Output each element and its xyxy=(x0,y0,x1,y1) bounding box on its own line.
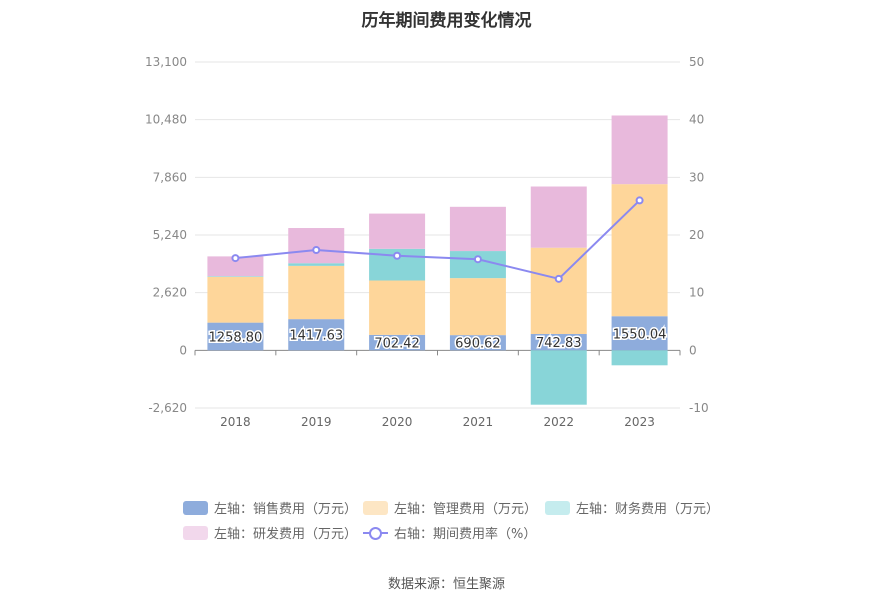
bar-segment-finance xyxy=(288,263,345,266)
bar-segment-sales xyxy=(449,335,506,351)
bar-data-label: 1550.04 xyxy=(613,327,667,342)
bar-segment-finance xyxy=(530,350,587,405)
bar-segment-admin xyxy=(369,280,426,335)
legend-label-admin: 左轴：管理费用（万元） xyxy=(394,502,538,517)
bar-segment-sales xyxy=(207,322,264,351)
y-right-tick-label: -10 xyxy=(689,401,709,415)
legend-item-finance[interactable]: 左轴：财务费用（万元） xyxy=(545,498,719,517)
y-right-tick-label: 50 xyxy=(689,55,704,69)
legend-item-rnd[interactable]: 左轴：研发费用（万元） xyxy=(183,523,357,542)
y-left-tick-label: 0 xyxy=(179,343,187,357)
bar-segment-sales xyxy=(530,333,587,351)
legend-label-finance: 左轴：财务费用（万元） xyxy=(576,502,720,517)
legend-label-rnd: 左轴：研发费用（万元） xyxy=(214,527,358,542)
bar-segment-rnd xyxy=(611,115,668,185)
chart-title: 历年期间费用变化情况 xyxy=(361,11,532,31)
bar-segment-admin xyxy=(288,265,345,320)
y-right-tick-label: 0 xyxy=(689,343,697,357)
legend-label-sales: 左轴：销售费用（万元） xyxy=(214,502,358,517)
rate-point xyxy=(473,255,482,264)
rate-point xyxy=(312,245,321,254)
rate-point xyxy=(554,274,563,283)
y-left-tick-label: 13,100 xyxy=(145,55,187,69)
y-left-tick-label: 2,620 xyxy=(153,286,187,300)
bar-data-label: 702.42 xyxy=(374,337,420,352)
data-source: 数据来源：恒生聚源 xyxy=(387,577,505,592)
bar-data-label: 1258.80 xyxy=(209,330,263,345)
bar-data-label: 1417.63 xyxy=(289,329,343,344)
legend-label-rate: 右轴：期间费用率（%） xyxy=(394,527,537,542)
bar-segment-sales xyxy=(288,319,345,351)
x-tick-label: 2020 xyxy=(382,415,413,429)
bar-segment-admin xyxy=(611,184,668,317)
legend-swatch-admin xyxy=(363,500,388,515)
x-tick-label: 2019 xyxy=(301,415,332,429)
x-tick-label: 2018 xyxy=(220,415,251,429)
bar-segment-finance xyxy=(207,276,264,277)
rate-point xyxy=(393,251,402,260)
bar-segment-finance xyxy=(611,350,668,366)
bar-segment-rnd xyxy=(530,186,587,248)
bar-segment-sales xyxy=(369,334,426,351)
y-left-tick-label: 5,240 xyxy=(153,228,187,242)
bar-segment-sales xyxy=(611,316,668,351)
bar-data-label: 690.62 xyxy=(455,337,501,352)
x-tick-label: 2022 xyxy=(543,415,574,429)
bar-segment-rnd xyxy=(449,206,506,252)
bar-segment-rnd xyxy=(207,256,264,277)
legend-item-admin[interactable]: 左轴：管理费用（万元） xyxy=(363,498,537,517)
y-left-tick-label: -2,620 xyxy=(148,401,187,415)
legend-swatch-rnd xyxy=(183,525,208,540)
bar-segment-rnd xyxy=(369,213,426,249)
bar-segment-admin xyxy=(449,278,506,336)
y-left-tick-label: 7,860 xyxy=(153,170,187,184)
y-right-tick-label: 20 xyxy=(689,228,704,242)
legend-item-sales[interactable]: 左轴：销售费用（万元） xyxy=(183,498,357,517)
bar-segment-admin xyxy=(207,276,264,323)
x-tick-label: 2021 xyxy=(463,415,494,429)
legend-swatch-finance xyxy=(545,500,570,515)
rate-point xyxy=(231,254,240,263)
rate-line xyxy=(235,199,641,280)
bar-segment-rnd xyxy=(288,228,345,264)
y-right-tick-label: 10 xyxy=(689,286,704,300)
y-right-tick-label: 40 xyxy=(689,113,704,127)
y-left-tick-label: 10,480 xyxy=(145,113,187,127)
legend-swatch-sales xyxy=(183,500,208,515)
rate-point xyxy=(635,196,644,205)
x-tick-label: 2023 xyxy=(624,415,655,429)
legend-item-rate[interactable]: 右轴：期间费用率（%） xyxy=(363,523,536,542)
bar-data-label: 742.83 xyxy=(536,336,582,351)
legend-line-icon xyxy=(363,526,388,540)
y-right-tick-label: 30 xyxy=(689,170,704,184)
